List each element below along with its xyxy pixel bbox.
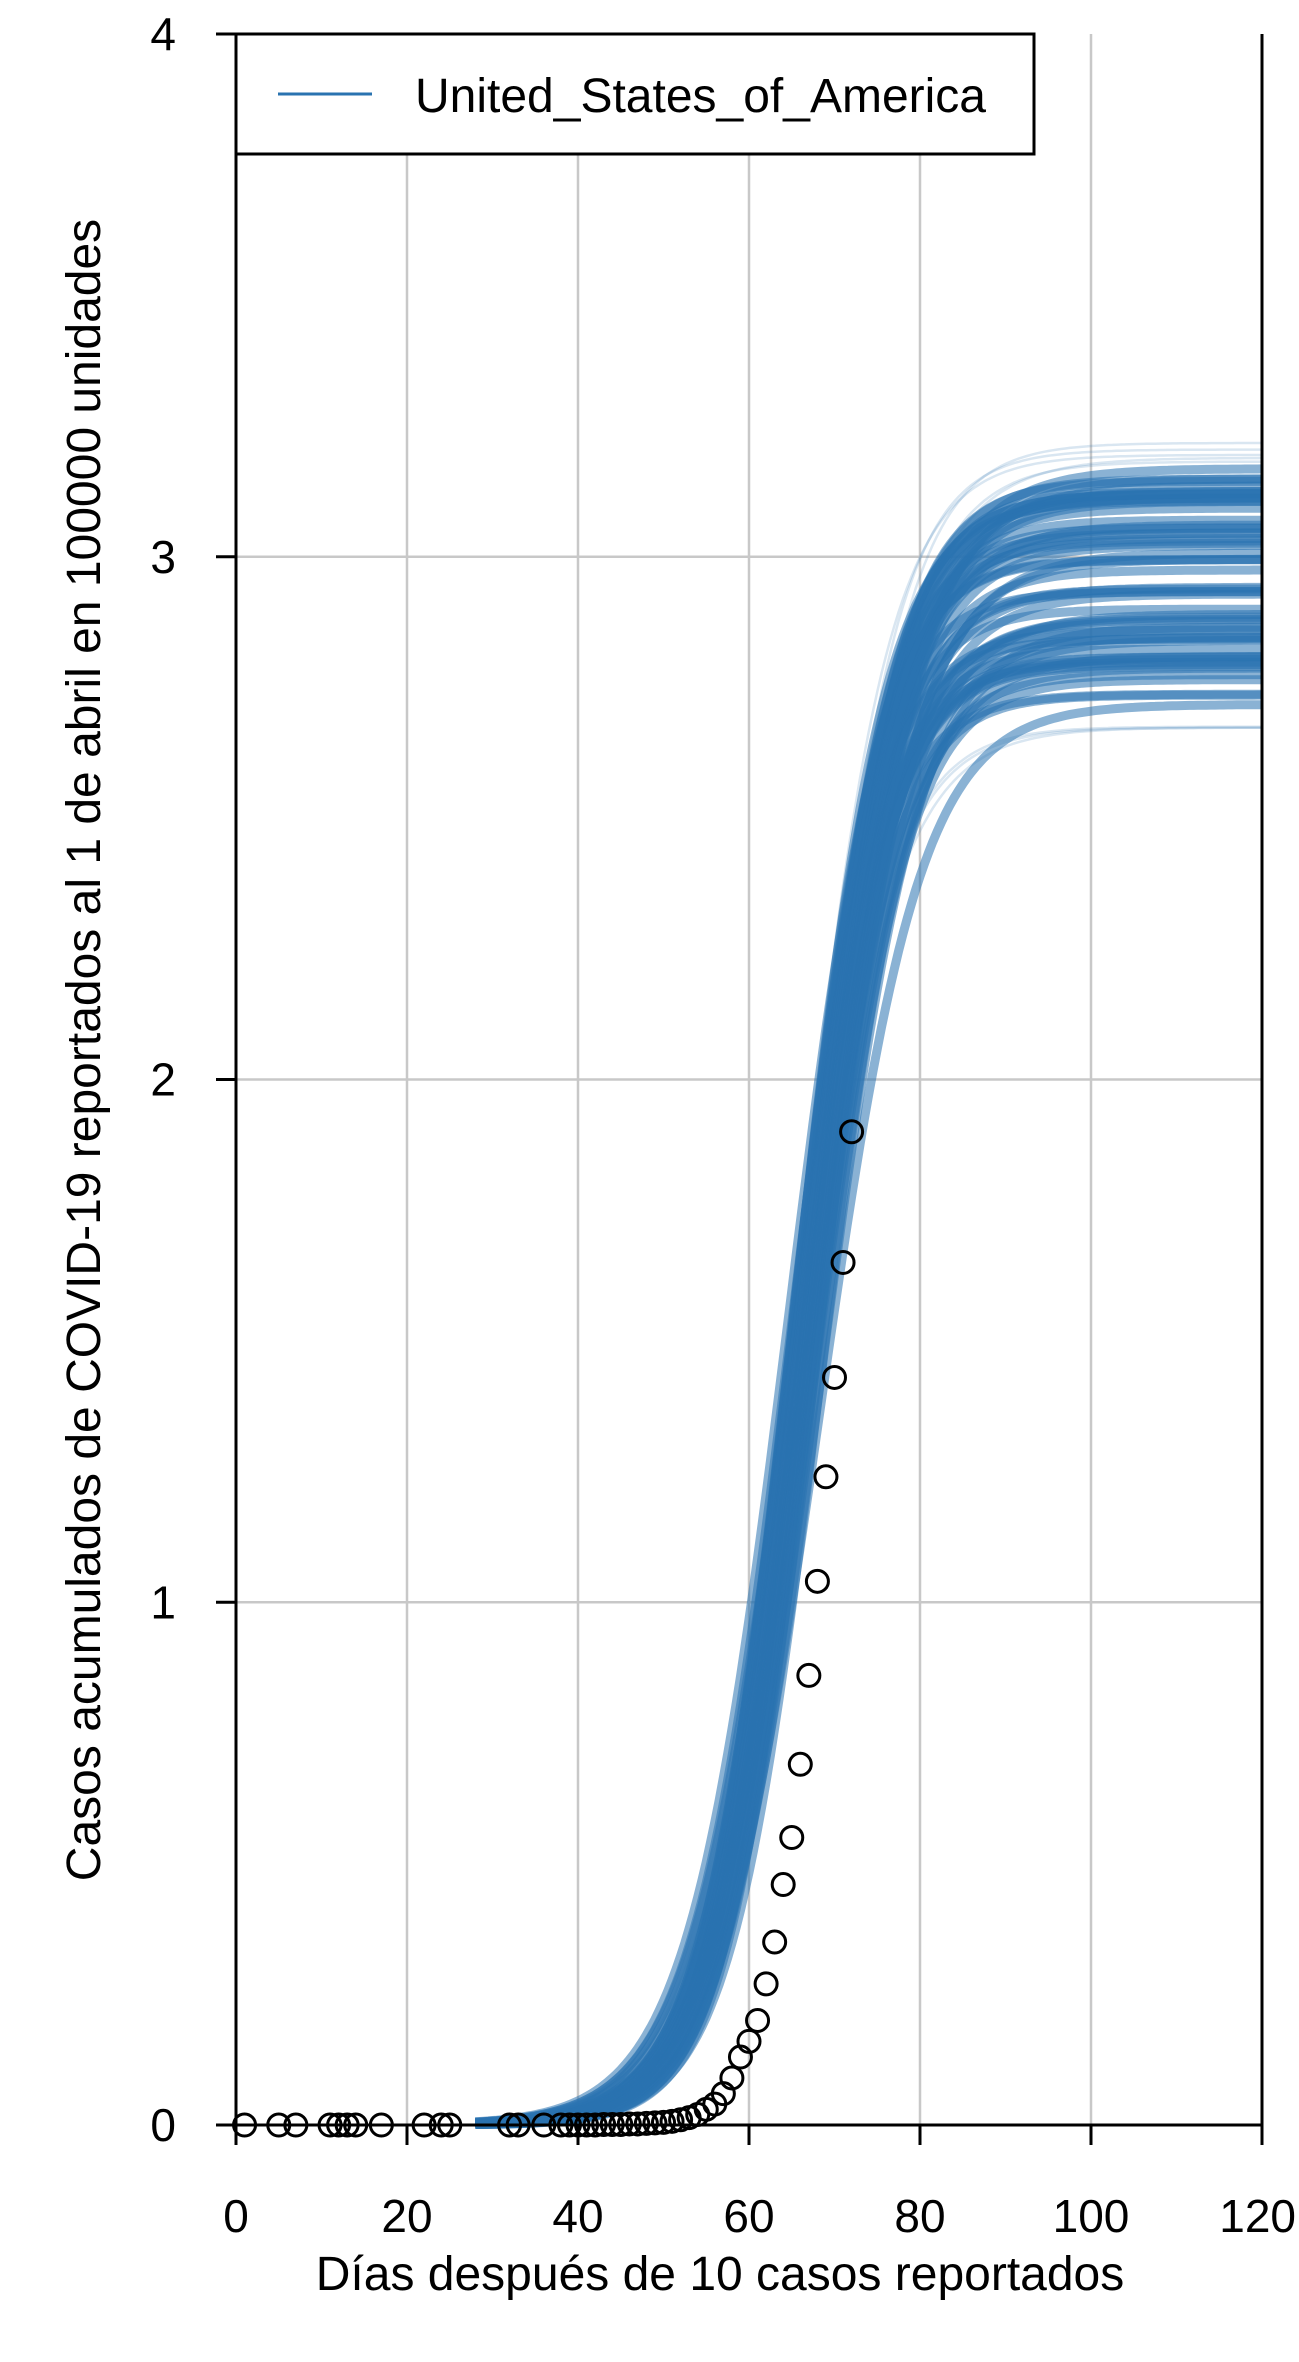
ensemble-curve xyxy=(475,625,1262,2129)
ensemble-curve xyxy=(475,555,1262,2129)
observed-point xyxy=(659,2108,685,2134)
ensemble-curves xyxy=(475,441,1263,2129)
ensemble-curve xyxy=(475,503,1262,2127)
observed-point xyxy=(787,1751,813,1777)
y-tick-label: 0 xyxy=(150,2099,176,2151)
y-tick-label: 2 xyxy=(150,1054,176,1106)
observed-point xyxy=(762,1929,788,1955)
observed-point xyxy=(736,2028,762,2054)
observed-point xyxy=(804,1568,830,1594)
legend-label-united-states: United_States_of_America xyxy=(415,70,986,123)
x-tick-label: 120 xyxy=(1219,2190,1296,2242)
ensemble-curve xyxy=(475,528,1262,2127)
y-axis-ticks: 0 1 2 3 4 xyxy=(150,8,236,2151)
observed-point xyxy=(770,1872,796,1898)
observed-point xyxy=(822,1364,847,1390)
observed-point xyxy=(779,1824,805,1850)
observed-point xyxy=(796,1662,822,1688)
y-axis-title: Casos acumulados de COVID-19 reportados … xyxy=(58,219,111,1881)
y-tick-label: 4 xyxy=(150,8,176,60)
observed-point xyxy=(651,2109,676,2135)
observed-point xyxy=(633,2110,659,2136)
observed-point xyxy=(719,2065,745,2091)
x-tick-label: 80 xyxy=(894,2190,945,2242)
x-axis-ticks: 0 20 40 60 80 100 120 xyxy=(223,2125,1296,2242)
y-tick-label: 3 xyxy=(150,531,176,583)
x-tick-label: 20 xyxy=(381,2190,432,2242)
observed-point xyxy=(830,1249,856,1275)
y-tick-label: 1 xyxy=(150,1576,176,1628)
observed-point xyxy=(813,1464,839,1490)
x-tick-label: 0 xyxy=(223,2190,249,2242)
observed-point xyxy=(839,1119,865,1145)
x-axis-title: Días después de 10 casos reportados xyxy=(316,2248,1125,2301)
x-tick-label: 60 xyxy=(723,2190,774,2242)
x-tick-label: 100 xyxy=(1053,2190,1130,2242)
ensemble-curve xyxy=(475,460,1262,2125)
observed-point xyxy=(642,2110,668,2136)
legend: United_States_of_America xyxy=(234,32,1036,156)
observed-point xyxy=(745,2007,771,2033)
x-tick-label: 40 xyxy=(552,2190,603,2242)
observed-point xyxy=(753,1971,779,1997)
